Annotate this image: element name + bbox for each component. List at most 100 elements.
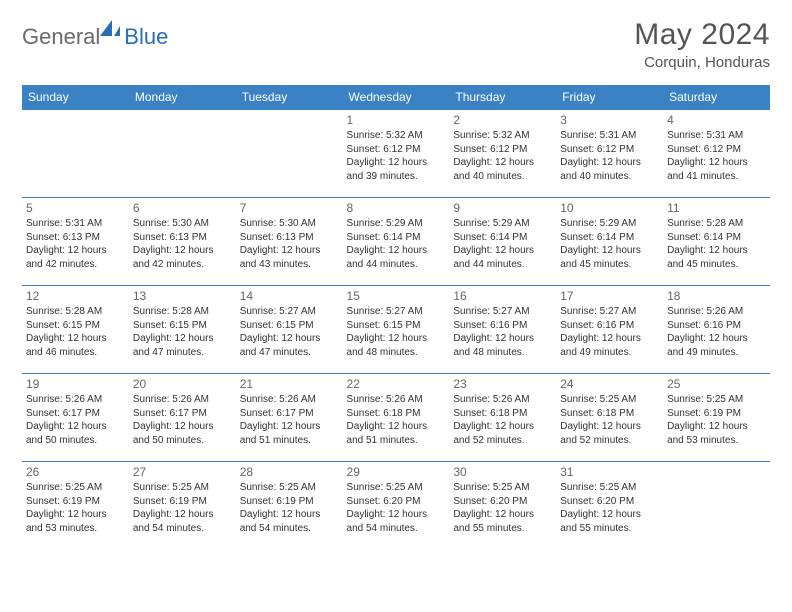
logo-text-blue: Blue xyxy=(124,24,168,50)
sunrise-line: Sunrise: 5:29 AM xyxy=(453,217,552,231)
day-number: 19 xyxy=(26,377,125,391)
calendar-cell: 14Sunrise: 5:27 AMSunset: 6:15 PMDayligh… xyxy=(236,286,343,374)
logo: General Blue xyxy=(22,24,168,50)
day1-line: Daylight: 12 hours xyxy=(133,244,232,258)
sunrise-line: Sunrise: 5:31 AM xyxy=(560,129,659,143)
sunset-line: Sunset: 6:20 PM xyxy=(347,495,446,509)
day-header: Wednesday xyxy=(343,85,450,110)
calendar-cell: 31Sunrise: 5:25 AMSunset: 6:20 PMDayligh… xyxy=(556,462,663,550)
calendar-row: 12Sunrise: 5:28 AMSunset: 6:15 PMDayligh… xyxy=(22,286,770,374)
day1-line: Daylight: 12 hours xyxy=(133,508,232,522)
calendar-cell: 23Sunrise: 5:26 AMSunset: 6:18 PMDayligh… xyxy=(449,374,556,462)
day2-line: and 44 minutes. xyxy=(347,258,446,272)
day-number: 29 xyxy=(347,465,446,479)
sunset-line: Sunset: 6:17 PM xyxy=(240,407,339,421)
calendar-cell: 19Sunrise: 5:26 AMSunset: 6:17 PMDayligh… xyxy=(22,374,129,462)
day1-line: Daylight: 12 hours xyxy=(347,156,446,170)
calendar-cell xyxy=(236,110,343,198)
sunset-line: Sunset: 6:20 PM xyxy=(560,495,659,509)
day2-line: and 47 minutes. xyxy=(240,346,339,360)
day1-line: Daylight: 12 hours xyxy=(26,244,125,258)
day-number: 12 xyxy=(26,289,125,303)
sunset-line: Sunset: 6:12 PM xyxy=(347,143,446,157)
day-number: 1 xyxy=(347,113,446,127)
calendar-cell: 25Sunrise: 5:25 AMSunset: 6:19 PMDayligh… xyxy=(663,374,770,462)
sunrise-line: Sunrise: 5:28 AM xyxy=(133,305,232,319)
day1-line: Daylight: 12 hours xyxy=(240,420,339,434)
day-number: 23 xyxy=(453,377,552,391)
calendar-cell xyxy=(22,110,129,198)
calendar-row: 5Sunrise: 5:31 AMSunset: 6:13 PMDaylight… xyxy=(22,198,770,286)
day-number: 8 xyxy=(347,201,446,215)
calendar-cell: 28Sunrise: 5:25 AMSunset: 6:19 PMDayligh… xyxy=(236,462,343,550)
sunset-line: Sunset: 6:13 PM xyxy=(26,231,125,245)
day-number: 6 xyxy=(133,201,232,215)
day2-line: and 42 minutes. xyxy=(133,258,232,272)
calendar-cell: 18Sunrise: 5:26 AMSunset: 6:16 PMDayligh… xyxy=(663,286,770,374)
sunset-line: Sunset: 6:15 PM xyxy=(347,319,446,333)
day-number: 30 xyxy=(453,465,552,479)
day-number: 7 xyxy=(240,201,339,215)
day-number: 20 xyxy=(133,377,232,391)
day-header: Thursday xyxy=(449,85,556,110)
sunset-line: Sunset: 6:19 PM xyxy=(133,495,232,509)
day1-line: Daylight: 12 hours xyxy=(560,508,659,522)
calendar-cell: 4Sunrise: 5:31 AMSunset: 6:12 PMDaylight… xyxy=(663,110,770,198)
day1-line: Daylight: 12 hours xyxy=(347,508,446,522)
day2-line: and 50 minutes. xyxy=(26,434,125,448)
day1-line: Daylight: 12 hours xyxy=(26,508,125,522)
calendar-cell: 9Sunrise: 5:29 AMSunset: 6:14 PMDaylight… xyxy=(449,198,556,286)
calendar-cell: 21Sunrise: 5:26 AMSunset: 6:17 PMDayligh… xyxy=(236,374,343,462)
day2-line: and 43 minutes. xyxy=(240,258,339,272)
day1-line: Daylight: 12 hours xyxy=(453,332,552,346)
header: General Blue May 2024 Corquin, Honduras xyxy=(22,18,770,71)
calendar-row: 1Sunrise: 5:32 AMSunset: 6:12 PMDaylight… xyxy=(22,110,770,198)
day2-line: and 53 minutes. xyxy=(667,434,766,448)
day1-line: Daylight: 12 hours xyxy=(240,332,339,346)
calendar-cell: 20Sunrise: 5:26 AMSunset: 6:17 PMDayligh… xyxy=(129,374,236,462)
sunset-line: Sunset: 6:12 PM xyxy=(453,143,552,157)
day2-line: and 49 minutes. xyxy=(560,346,659,360)
day-number: 18 xyxy=(667,289,766,303)
day-number: 2 xyxy=(453,113,552,127)
sunset-line: Sunset: 6:17 PM xyxy=(26,407,125,421)
sunset-line: Sunset: 6:19 PM xyxy=(26,495,125,509)
sunset-line: Sunset: 6:14 PM xyxy=(453,231,552,245)
day1-line: Daylight: 12 hours xyxy=(453,508,552,522)
calendar-cell xyxy=(129,110,236,198)
sunrise-line: Sunrise: 5:30 AM xyxy=(133,217,232,231)
day2-line: and 51 minutes. xyxy=(240,434,339,448)
day1-line: Daylight: 12 hours xyxy=(667,332,766,346)
sunset-line: Sunset: 6:15 PM xyxy=(133,319,232,333)
sunrise-line: Sunrise: 5:26 AM xyxy=(667,305,766,319)
day-number: 13 xyxy=(133,289,232,303)
sunset-line: Sunset: 6:14 PM xyxy=(667,231,766,245)
calendar-cell: 16Sunrise: 5:27 AMSunset: 6:16 PMDayligh… xyxy=(449,286,556,374)
calendar-cell: 3Sunrise: 5:31 AMSunset: 6:12 PMDaylight… xyxy=(556,110,663,198)
calendar-cell: 15Sunrise: 5:27 AMSunset: 6:15 PMDayligh… xyxy=(343,286,450,374)
day1-line: Daylight: 12 hours xyxy=(453,156,552,170)
day1-line: Daylight: 12 hours xyxy=(560,332,659,346)
day-number: 21 xyxy=(240,377,339,391)
day2-line: and 54 minutes. xyxy=(133,522,232,536)
calendar-cell: 7Sunrise: 5:30 AMSunset: 6:13 PMDaylight… xyxy=(236,198,343,286)
day-header: Sunday xyxy=(22,85,129,110)
day-number: 9 xyxy=(453,201,552,215)
day2-line: and 45 minutes. xyxy=(560,258,659,272)
day2-line: and 40 minutes. xyxy=(453,170,552,184)
day1-line: Daylight: 12 hours xyxy=(26,420,125,434)
sunrise-line: Sunrise: 5:28 AM xyxy=(667,217,766,231)
sunset-line: Sunset: 6:13 PM xyxy=(133,231,232,245)
day1-line: Daylight: 12 hours xyxy=(560,420,659,434)
calendar-cell: 26Sunrise: 5:25 AMSunset: 6:19 PMDayligh… xyxy=(22,462,129,550)
calendar-row: 26Sunrise: 5:25 AMSunset: 6:19 PMDayligh… xyxy=(22,462,770,550)
day-header-row: Sunday Monday Tuesday Wednesday Thursday… xyxy=(22,85,770,110)
day2-line: and 47 minutes. xyxy=(133,346,232,360)
day2-line: and 48 minutes. xyxy=(453,346,552,360)
day2-line: and 39 minutes. xyxy=(347,170,446,184)
sunset-line: Sunset: 6:12 PM xyxy=(667,143,766,157)
sunrise-line: Sunrise: 5:25 AM xyxy=(667,393,766,407)
day1-line: Daylight: 12 hours xyxy=(560,156,659,170)
day-number: 3 xyxy=(560,113,659,127)
day1-line: Daylight: 12 hours xyxy=(347,332,446,346)
